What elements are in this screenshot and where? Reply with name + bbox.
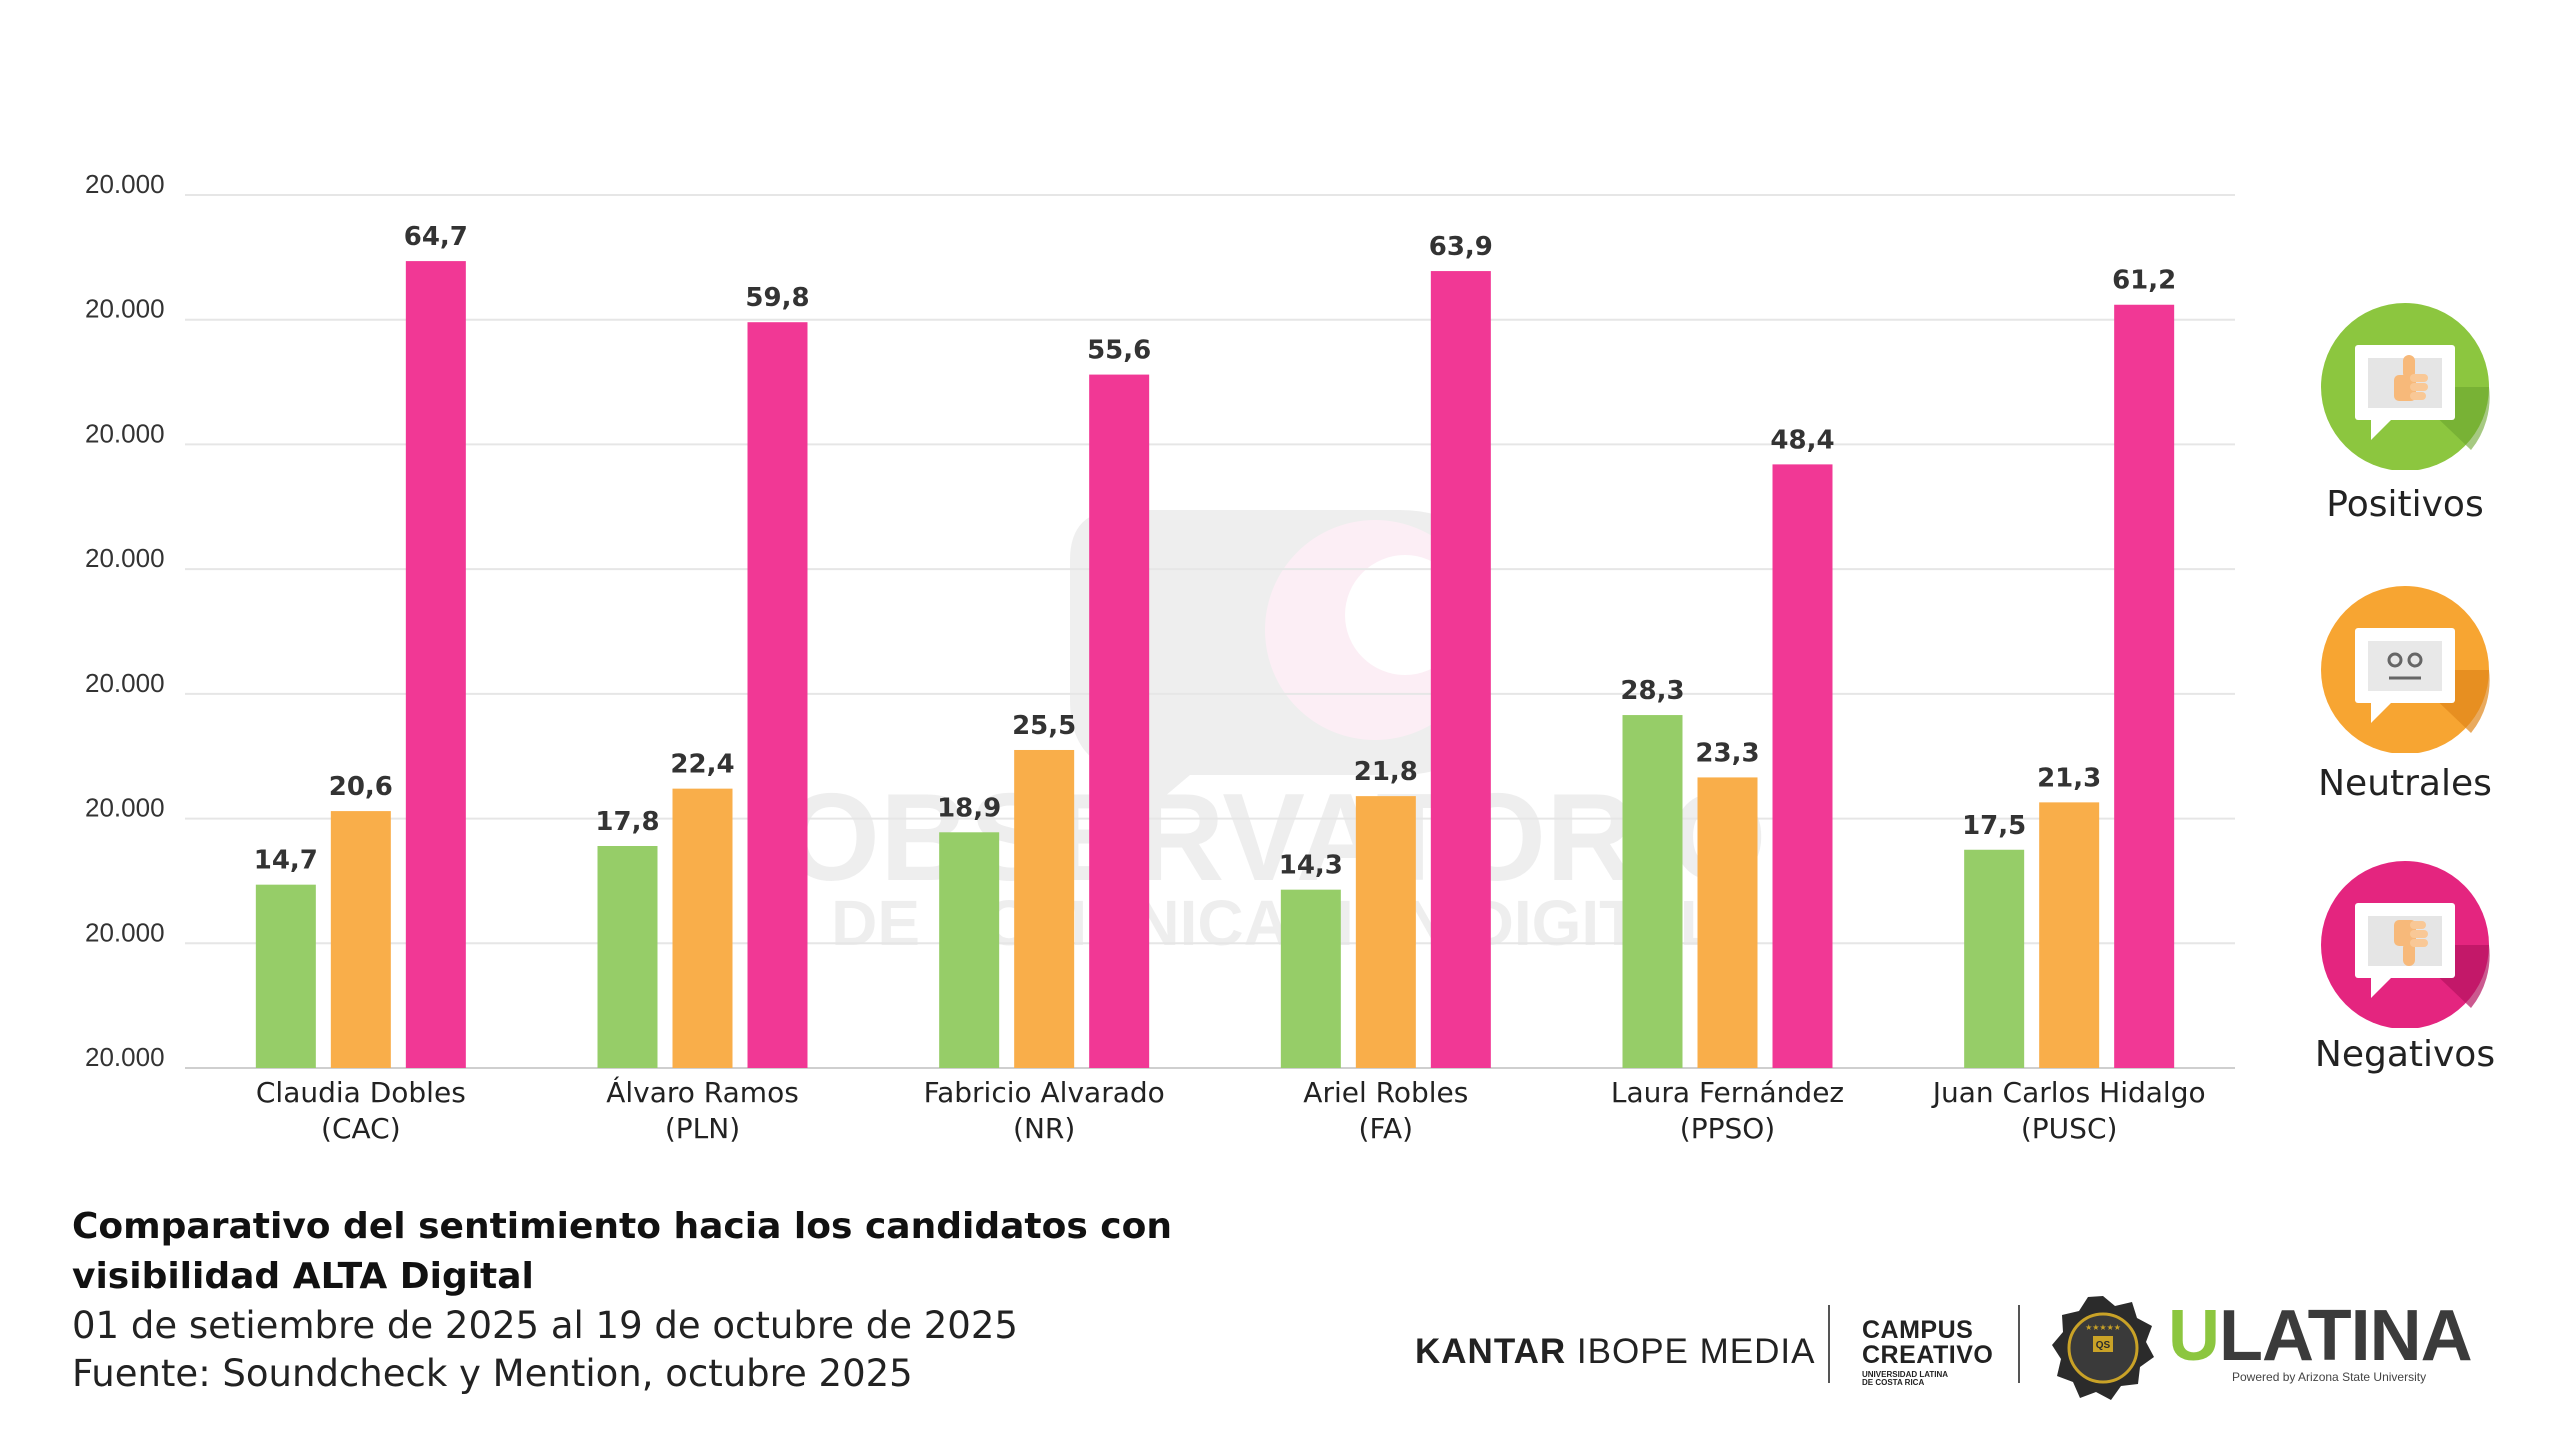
x-tick-label: Ariel Robles	[1303, 1076, 1468, 1109]
bar-neutral	[1014, 749, 1075, 1068]
y-tick-label: 20.000	[85, 294, 165, 324]
data-label: 25,5	[1012, 711, 1076, 741]
data-label: 61,2	[2112, 266, 2176, 296]
kantar-ibope-logo: KANTAR IBOPE MEDIA	[1415, 1332, 1815, 1372]
campus-sub2: DE COSTA RICA	[1862, 1378, 1925, 1387]
chart-caption: Comparativo del sentimiento hacia los ca…	[72, 1202, 1272, 1398]
campus-creativo-logo: CAMPUS CREATIVO UNIVERSIDAD LATINA DE CO…	[1862, 1318, 1993, 1387]
thumbs-up-icon	[2321, 303, 2490, 470]
x-tick-label: Claudia Dobles	[256, 1076, 466, 1109]
x-tick-label: (NR)	[1013, 1112, 1075, 1145]
watermark-eye-outer	[1265, 520, 1485, 740]
x-tick-label: Juan Carlos Hidalgo	[1931, 1076, 2206, 1109]
data-label: 21,3	[2037, 763, 2101, 793]
bar-neutral	[672, 788, 733, 1068]
data-label: 55,6	[1087, 336, 1151, 366]
bar-neutral	[1697, 777, 1758, 1068]
legend-neutral-label: Neutrales	[2318, 763, 2492, 804]
ulatina-sub: Powered by Arizona State University	[2232, 1370, 2427, 1384]
data-label: 59,8	[745, 283, 809, 313]
bar-positive	[1280, 889, 1341, 1068]
ulatina-logo: ULATINA Powered by Arizona State Univers…	[2168, 1300, 2473, 1384]
campus-line2: CREATIVO	[1862, 1341, 1994, 1369]
bar-neutral	[330, 811, 391, 1068]
bar-negative	[1089, 374, 1150, 1068]
ulatina-u: U	[2168, 1296, 2220, 1376]
observatorio-watermark: OBSERVATORIO DE COMUNICACIÓN DIGITAL	[784, 510, 1766, 959]
caption-title-line2: visibilidad ALTA Digital	[72, 1256, 534, 1297]
y-tick-label: 20.000	[85, 543, 165, 573]
bars	[255, 261, 2175, 1069]
logo-divider-2	[2018, 1305, 2020, 1383]
bar-positive	[939, 832, 1000, 1068]
bar-positive	[1622, 715, 1683, 1068]
data-label: 22,4	[670, 750, 734, 780]
y-tick-label: 20.000	[85, 1042, 165, 1072]
y-tick-label: 20.000	[85, 917, 165, 947]
bar-neutral	[2039, 802, 2100, 1068]
ulatina-text: LATINA	[2219, 1296, 2473, 1376]
kantar-logo-bold: KANTAR	[1415, 1332, 1567, 1371]
bar-negative	[405, 261, 466, 1068]
data-label: 21,8	[1354, 757, 1418, 787]
data-label: 20,6	[329, 772, 393, 802]
kantar-logo-rest: IBOPE MEDIA	[1576, 1332, 1816, 1371]
data-label: 28,3	[1620, 676, 1684, 706]
qs-stars-badge: QS ★★★★★	[2052, 1296, 2154, 1400]
data-label: 17,8	[595, 807, 659, 837]
bar-positive	[255, 884, 316, 1068]
x-tick-label: Laura Fernández	[1611, 1076, 1844, 1109]
data-label: 64,7	[404, 222, 468, 252]
x-tick-label: (PUSC)	[2021, 1112, 2118, 1145]
watermark-speech-bubble	[1070, 510, 1485, 830]
bar-neutral	[1355, 796, 1416, 1068]
campus-sub1: UNIVERSIDAD LATINA	[1862, 1370, 1949, 1379]
gridlines	[185, 194, 2235, 1069]
y-tick-label: 20.000	[85, 169, 165, 199]
value-labels: 14,7 20,6 64,7 17,8 22,4 59,8 18,9 25,5 55,6 14,3…	[254, 222, 2176, 881]
x-tick-label: (PLN)	[665, 1112, 740, 1145]
qs-badge-text: QS	[2096, 1340, 2111, 1351]
legend-negative-label: Negativos	[2314, 1034, 2496, 1075]
data-label: 14,3	[1279, 851, 1343, 881]
data-label: 18,9	[937, 793, 1001, 823]
y-tick-label: 20.000	[85, 668, 165, 698]
legend-positive-label: Positivos	[2326, 484, 2484, 525]
caption-period: 01 de setiembre de 2025 al 19 de octubre…	[72, 1304, 1018, 1347]
neutral-face-icon	[2321, 586, 2490, 753]
caption-title-line1: Comparativo del sentimiento hacia los ca…	[72, 1206, 1173, 1247]
bar-positive	[597, 846, 658, 1068]
x-axis: Claudia Dobles(CAC) Álvaro Ramos(PLN) Fabr…	[256, 1075, 2206, 1145]
data-label: 23,3	[1695, 738, 1759, 768]
x-tick-label: (CAC)	[321, 1112, 401, 1145]
x-tick-label: Álvaro Ramos	[606, 1075, 799, 1109]
svg-text:★★★★★: ★★★★★	[2085, 1323, 2121, 1332]
bar-positive	[1964, 849, 2025, 1068]
x-tick-label: (FA)	[1359, 1112, 1414, 1145]
x-tick-label: Fabricio Alvarado	[924, 1076, 1165, 1109]
bar-negative	[1430, 271, 1491, 1069]
logo-divider-1	[1828, 1305, 1830, 1383]
bar-negative	[2114, 304, 2175, 1069]
campus-line1: CAMPUS	[1862, 1316, 1974, 1344]
data-label: 17,5	[1962, 811, 2026, 841]
y-tick-label: 20.000	[85, 793, 165, 823]
x-tick-label: (PPSO)	[1680, 1112, 1775, 1145]
thumbs-down-icon	[2321, 861, 2490, 1028]
caption-source: Fuente: Soundcheck y Mention, octubre 20…	[72, 1352, 913, 1395]
y-axis: 20.000 20.000 20.000 20.000 20.000 20.000 20.0…	[85, 169, 165, 1072]
data-label: 48,4	[1770, 425, 1834, 455]
bar-negative	[1772, 464, 1833, 1069]
data-label: 63,9	[1429, 232, 1493, 262]
bar-negative	[747, 322, 808, 1068]
data-label: 14,7	[254, 846, 318, 876]
y-tick-label: 20.000	[85, 418, 165, 448]
